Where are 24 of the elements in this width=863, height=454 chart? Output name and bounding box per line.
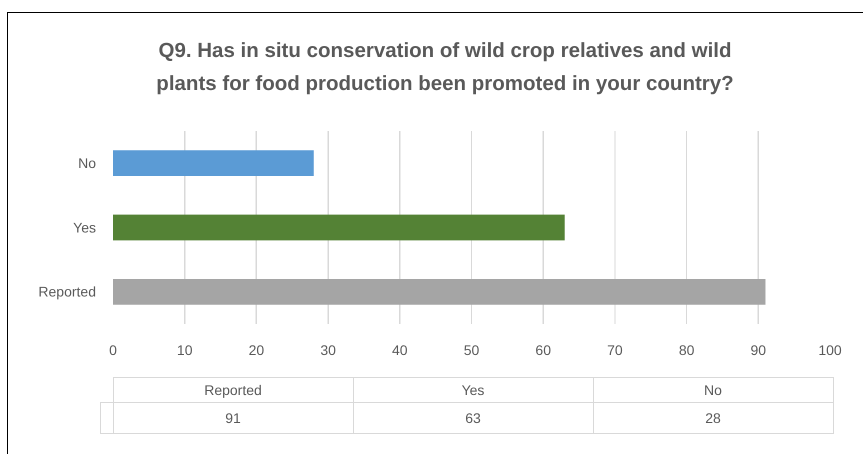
y-tick-label: Reported bbox=[38, 284, 96, 300]
x-tick-label: 10 bbox=[176, 342, 193, 358]
x-tick-label: 100 bbox=[818, 342, 842, 358]
x-tick-label: 0 bbox=[109, 342, 118, 358]
x-tick-label: 40 bbox=[392, 342, 408, 358]
category-label: Yes bbox=[353, 378, 593, 402]
x-tick-label: 60 bbox=[535, 342, 552, 358]
data-label: 28 bbox=[593, 402, 833, 434]
x-tick-label: 30 bbox=[320, 342, 336, 358]
x-tick-label: 90 bbox=[750, 342, 766, 358]
data-label: 91 bbox=[113, 402, 353, 434]
bar bbox=[113, 278, 766, 305]
chart-title: Q9. Has in situ conservation of wild crop relatives and wild plants for food production been promoted in your country? bbox=[155, 38, 735, 97]
y-tick-label: No bbox=[78, 155, 96, 172]
x-tick-label: 70 bbox=[607, 342, 623, 358]
data-label: 63 bbox=[353, 402, 593, 434]
bar bbox=[113, 150, 314, 176]
x-tick-label: 20 bbox=[248, 342, 264, 358]
y-tick-label: Yes bbox=[73, 219, 96, 236]
x-tick-label: 80 bbox=[678, 342, 695, 358]
bar bbox=[113, 214, 565, 240]
category-label: Reported bbox=[113, 378, 353, 402]
x-tick-label: 50 bbox=[464, 342, 480, 358]
category-label: No bbox=[593, 378, 833, 402]
